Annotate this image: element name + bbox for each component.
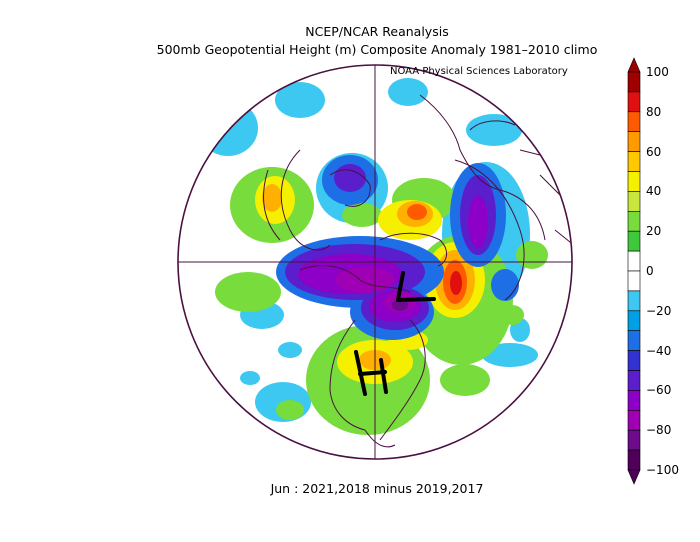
colorbar-tick-label: −40: [646, 343, 672, 358]
colorbar-swatch: [627, 350, 641, 371]
colorbar-tick-label: −60: [646, 383, 672, 398]
colorbar-swatch: [627, 111, 641, 133]
colorbar-swatch: [627, 310, 641, 331]
colorbar-tick-label: 40: [646, 184, 662, 199]
colorbar-bottom-arrow: [627, 469, 641, 485]
colorbar-swatch: [627, 230, 641, 252]
colorbar-swatch: [627, 270, 641, 292]
map-title: NCEP/NCAR Reanalysis: [305, 24, 449, 39]
colorbar-swatch: [627, 191, 641, 212]
colorbar-swatch: [627, 211, 641, 232]
colorbar-swatch: [627, 250, 641, 272]
colorbar-tick-label: −20: [646, 303, 672, 318]
colorbar-swatch: [627, 390, 641, 411]
colorbar-tick-label: 80: [646, 104, 662, 119]
colorbar-swatch: [627, 91, 641, 113]
colorbar-swatch: [627, 330, 641, 351]
map-boundary: [177, 64, 573, 460]
colorbar-swatch: [627, 171, 641, 192]
colorbar-swatch: [627, 151, 641, 172]
colorbar-tick-label: 0: [646, 264, 654, 278]
coastlines: [263, 94, 572, 448]
colorbar-tick-label: 20: [646, 224, 662, 239]
colorbar-swatch: [627, 409, 641, 431]
colorbar-swatch: [627, 370, 641, 391]
colorbar-swatch: [627, 290, 641, 312]
credit-text: NOAA Physical Sciences Laboratory: [390, 66, 568, 77]
colorbar-swatch: [627, 449, 641, 471]
low-annotation: [396, 271, 436, 302]
colorbar-tick-label: 100: [646, 65, 669, 79]
colorbar-swatch: [627, 131, 641, 152]
colorbar-swatch: [627, 429, 641, 451]
colorbar-swatch: [627, 71, 641, 93]
colorbar-top-arrow: [627, 57, 641, 73]
map-caption: Jun : 2021,2018 minus 2019,2017: [270, 481, 484, 496]
colorbar-tick-label: −100: [646, 463, 679, 477]
map-subtitle: 500mb Geopotential Height (m) Composite …: [156, 42, 598, 57]
high-annotation: [354, 350, 388, 396]
colorbar-tick-label: 60: [646, 144, 662, 159]
colorbar-tick-label: −80: [646, 423, 672, 438]
